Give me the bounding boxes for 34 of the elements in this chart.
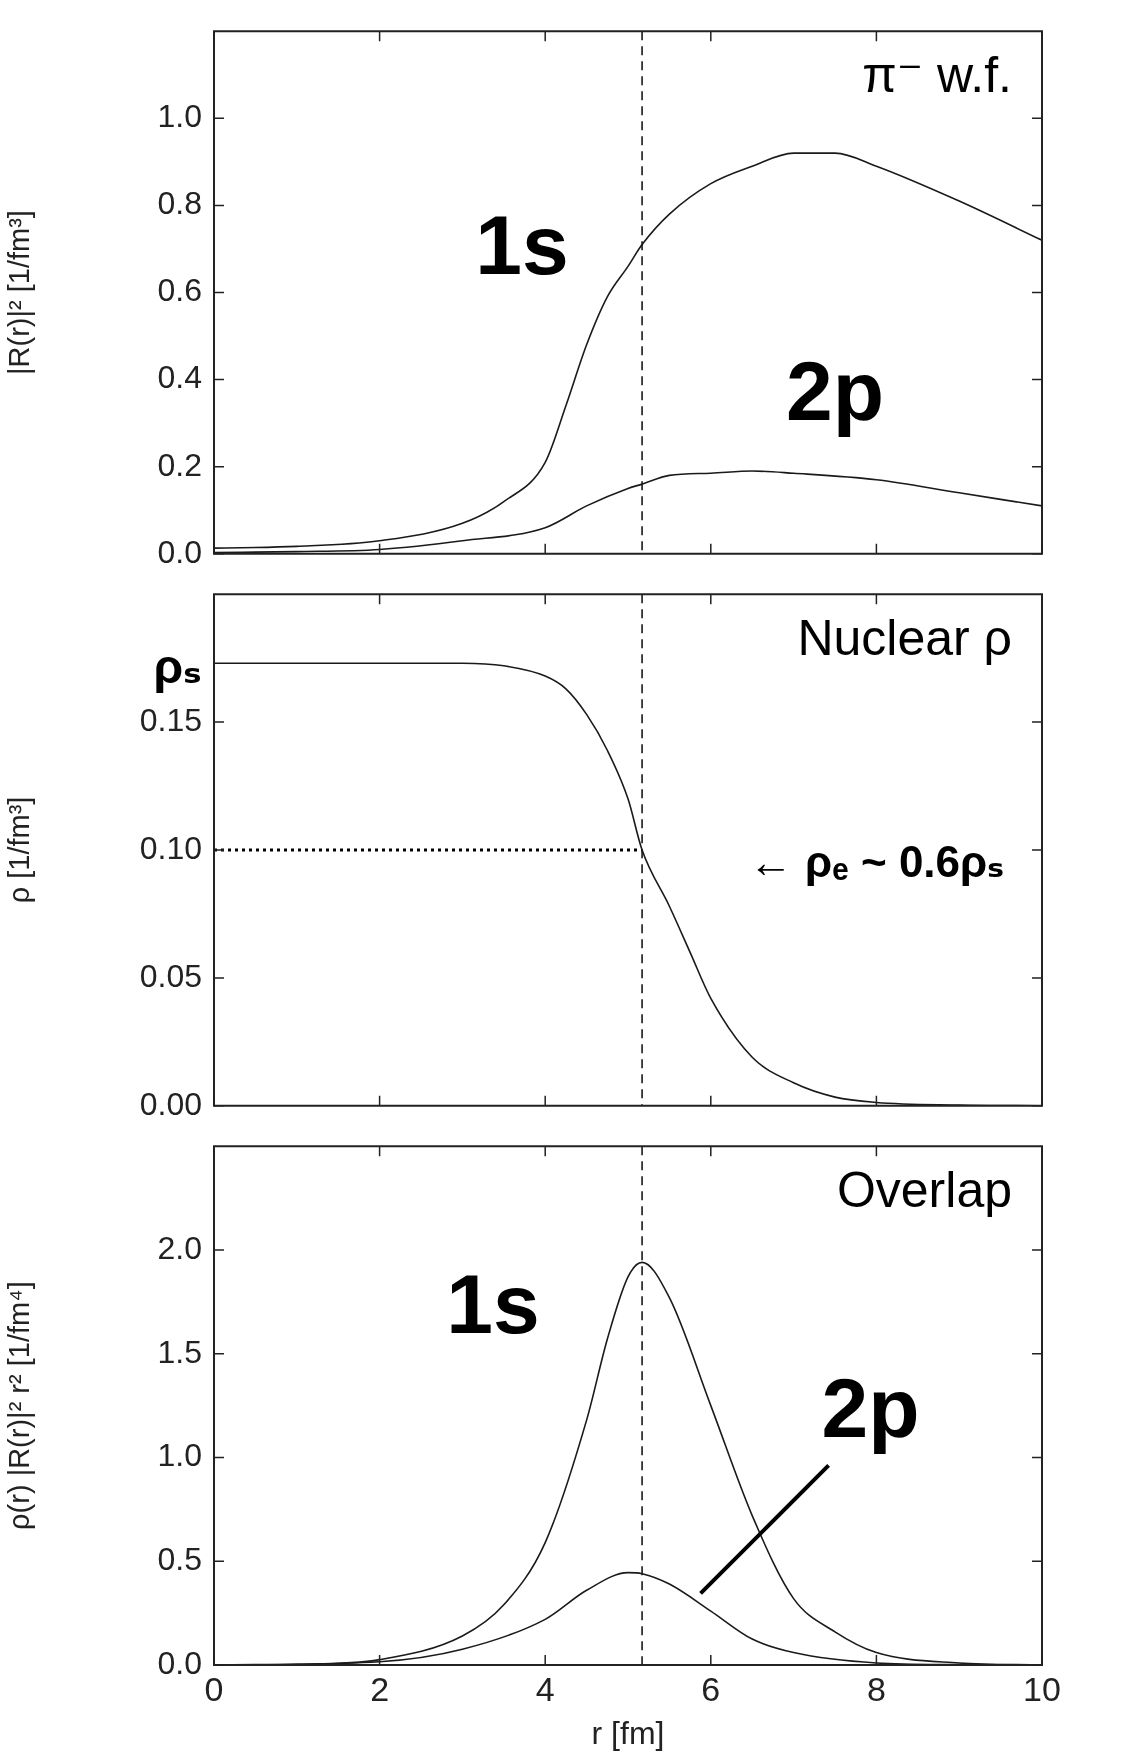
chart-title: Overlap [836, 1161, 1012, 1218]
x-tick-label: 6 [701, 1669, 721, 1708]
y-tick-label: 0.6 [157, 272, 202, 309]
x-tick-label: 4 [535, 1669, 555, 1708]
annotation: 1s [475, 197, 569, 292]
y-tick-label: 0.5 [157, 1541, 202, 1578]
annotation: 2p [821, 1360, 920, 1455]
y-tick-label: 0.00 [139, 1085, 202, 1122]
x-tick-label: 10 [1023, 1669, 1061, 1708]
y-tick-label: 0.15 [139, 701, 202, 738]
annotation: 1s [446, 1257, 540, 1352]
y-tick-label: 0.8 [157, 185, 202, 222]
annotation: 2p [785, 344, 885, 439]
text: ρₛ [153, 639, 202, 693]
y-tick-label: 1.5 [157, 1333, 202, 1370]
x-axis-title: r [fm] [591, 1714, 665, 1751]
y-tick-label: 0.0 [157, 1644, 202, 1681]
y-axis-title: |R(r)|² [1/fm³] [3, 210, 36, 375]
y-tick-label: 2.0 [157, 1229, 202, 1266]
x-tick-label: 0 [204, 1669, 224, 1708]
y-tick-label: 1.0 [157, 1437, 202, 1474]
y-tick-label: 0.0 [157, 533, 202, 570]
chart-title: Nuclear ρ [797, 609, 1012, 666]
y-tick-label: 1.0 [157, 98, 202, 135]
y-tick-label: 0.05 [139, 957, 202, 994]
y-tick-label: 0.4 [157, 359, 202, 396]
y-tick-label: 0.10 [139, 829, 202, 866]
annotation: ← ρₑ ~ 0.6ρₛ [748, 837, 1005, 887]
y-axis-title: ρ(r) |R(r)|² r² [1/fm⁴] [3, 1281, 36, 1530]
y-tick-label: 0.2 [157, 446, 202, 483]
chart-title: π⁻ w.f. [862, 46, 1012, 103]
y-axis-title: ρ [1/fm³] [3, 796, 36, 904]
x-tick-label: 8 [866, 1669, 886, 1708]
x-tick-label: 2 [370, 1669, 390, 1708]
